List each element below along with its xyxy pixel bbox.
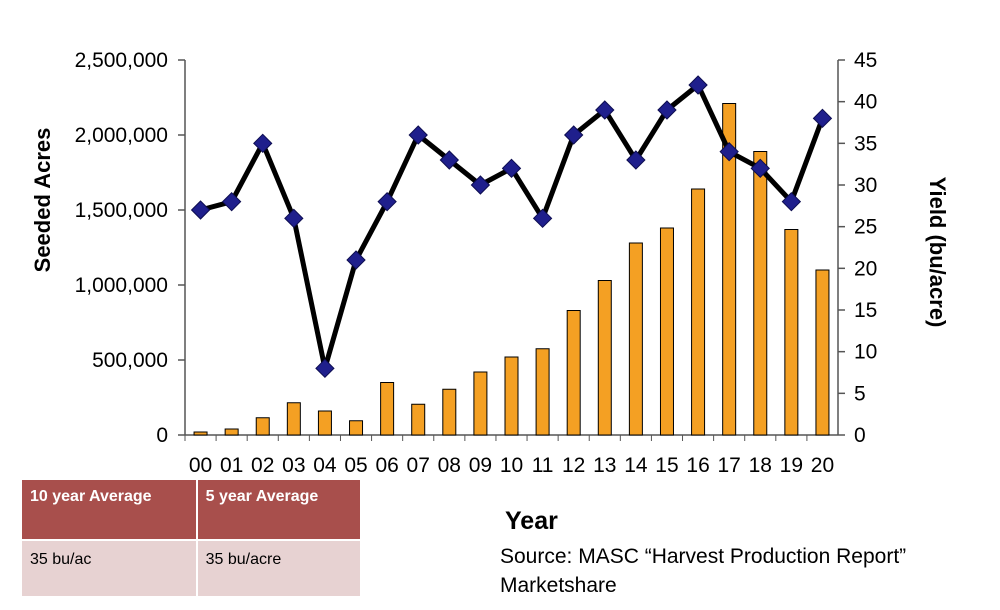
x-tick-label: 18 [749, 454, 772, 477]
x-tick-label: 12 [562, 454, 585, 477]
yield-point [750, 158, 770, 179]
right-tick-label: 10 [854, 341, 877, 364]
x-tick-label: 09 [469, 454, 492, 477]
yield-point [346, 250, 366, 270]
right-tick-label: 25 [854, 216, 877, 239]
right-tick-label: 40 [854, 91, 877, 114]
bar [504, 356, 519, 436]
bar [722, 103, 737, 436]
bar [286, 402, 301, 436]
bar [411, 403, 426, 436]
left-tick-label: 2,000,000 [75, 124, 168, 147]
right-tick-label: 5 [854, 382, 866, 405]
yield-point [221, 191, 242, 212]
yield-point [284, 208, 304, 229]
bar [597, 280, 612, 436]
x-tick-label: 13 [593, 454, 616, 477]
source-note: Source: MASC “Harvest Production Report”… [500, 542, 906, 600]
left-tick-label: 1,000,000 [75, 274, 168, 297]
yield-point [501, 158, 522, 179]
x-tick-label: 03 [282, 454, 305, 477]
left-axis-title: Seeded Acres [30, 128, 55, 273]
x-tick-label: 01 [220, 454, 243, 477]
ticks-layer: 0 500,000 1,000,000 1,500,000 2,000,000 2,500… [75, 49, 878, 477]
line-layer [190, 75, 833, 379]
x-tick-label: 15 [655, 454, 678, 477]
bar [349, 420, 364, 436]
average-table: 10 year Average 5 year Average 35 bu/ac … [22, 480, 360, 596]
table-header-5yr: 5 year Average [196, 480, 360, 540]
yield-point [439, 150, 460, 170]
source-line-2: Marketshare [500, 574, 617, 597]
x-tick-label: 17 [717, 454, 740, 477]
yield-point [812, 108, 833, 129]
x-tick-label: 16 [686, 454, 709, 477]
left-tick-label: 1,500,000 [75, 199, 168, 222]
yield-point [657, 100, 677, 120]
yield-point [781, 191, 802, 212]
bar [317, 410, 332, 436]
bar [628, 242, 643, 436]
yield-point [532, 208, 553, 229]
x-tick-label: 10 [500, 454, 523, 477]
left-tick-label: 2,500,000 [75, 49, 168, 72]
bar [380, 382, 395, 436]
bar [566, 310, 581, 436]
x-tick-label: 20 [811, 454, 834, 477]
x-tick-label: 19 [780, 454, 803, 477]
bar [784, 229, 799, 436]
table-header-row: 10 year Average 5 year Average [22, 480, 360, 540]
x-tick-label: 06 [375, 454, 398, 477]
yield-point [190, 200, 211, 220]
bar [442, 388, 457, 436]
yield-point [719, 141, 739, 162]
yield-point [315, 358, 335, 379]
yield-point [408, 125, 428, 145]
bar [535, 348, 550, 436]
bar [691, 188, 706, 436]
yield-point [377, 191, 397, 212]
yield-point [253, 133, 273, 154]
bar [753, 151, 768, 436]
bar [815, 269, 830, 436]
right-tick-label: 15 [854, 299, 877, 322]
right-tick-label: 0 [854, 424, 866, 447]
right-axis-title: Yield (bu/acre) [925, 177, 950, 328]
right-tick-label: 35 [854, 132, 877, 155]
bars-layer [193, 103, 830, 436]
table-header-10yr: 10 year Average [22, 480, 198, 540]
table-cell-5yr: 35 bu/acre [196, 539, 360, 596]
bar [659, 227, 674, 436]
yield-point [626, 150, 646, 170]
bar [473, 371, 488, 436]
table-row: 35 bu/ac 35 bu/acre [22, 539, 360, 596]
x-axis-title: Year [505, 507, 558, 535]
x-tick-label: 14 [624, 454, 648, 477]
left-tick-label: 0 [156, 424, 168, 447]
right-tick-label: 20 [854, 257, 877, 280]
x-tick-label: 04 [313, 454, 337, 477]
bar [255, 417, 270, 436]
right-tick-label: 30 [854, 174, 877, 197]
x-tick-label: 08 [438, 454, 461, 477]
left-tick-label: 500,000 [92, 349, 168, 372]
x-tick-label: 02 [251, 454, 274, 477]
bar [224, 428, 239, 436]
table-cell-10yr: 35 bu/ac [22, 539, 198, 596]
yield-point [470, 175, 491, 195]
yield-point [595, 100, 615, 120]
yield-point [688, 75, 708, 95]
right-tick-label: 45 [854, 49, 877, 72]
x-tick-label: 05 [344, 454, 367, 477]
x-tick-label: 11 [532, 454, 554, 477]
bar [193, 431, 208, 436]
x-tick-label: 07 [407, 454, 430, 477]
x-tick-label: 00 [189, 454, 212, 477]
source-line: Source: MASC “Harvest Production Report” [500, 545, 907, 568]
yield-point [563, 125, 584, 145]
